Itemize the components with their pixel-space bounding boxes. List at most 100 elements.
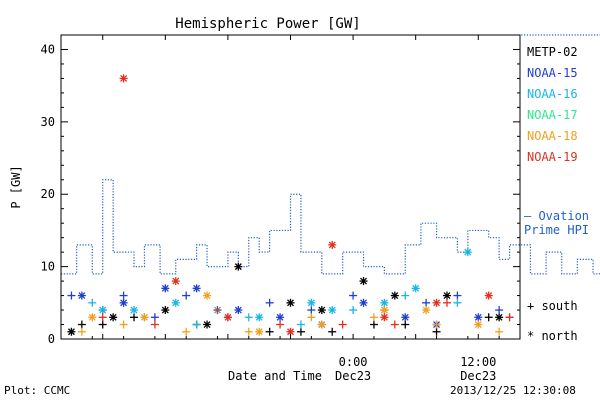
south-plus-marker (77, 327, 86, 336)
legend-entry: METP-02 (527, 45, 578, 59)
north-star-marker (130, 306, 139, 315)
north-star-marker (484, 291, 493, 300)
south-plus-marker (119, 291, 128, 300)
north-star-marker (401, 313, 410, 322)
marker-stroke (328, 306, 336, 314)
marker-stroke (78, 292, 86, 300)
marker-stroke (360, 277, 367, 285)
north-star-marker (67, 327, 76, 336)
marker-stroke (161, 284, 169, 292)
south-plus-marker (453, 298, 462, 307)
south-plus-marker (265, 327, 274, 336)
y-axis: 0 10 20 30 40 (41, 42, 520, 346)
marker-stroke (287, 299, 294, 307)
north-star-marker (432, 298, 441, 307)
legend-entry: NOAA-17 (527, 108, 578, 122)
north-star-marker (317, 306, 326, 315)
marker-stroke (67, 328, 75, 336)
marker-stroke (287, 328, 294, 336)
south-plus-marker (349, 306, 358, 315)
south-plus-marker (495, 327, 504, 336)
north-star-marker (359, 298, 368, 307)
north-star-marker (359, 277, 368, 286)
north-star-marker (203, 291, 212, 300)
south-plus-marker (192, 320, 201, 329)
south-plus-marker (401, 291, 410, 300)
north-star-marker (276, 313, 285, 322)
north-star-marker (390, 291, 399, 300)
south-plus-marker (328, 327, 337, 336)
north-star-marker (203, 320, 212, 329)
north-star-marker (77, 291, 86, 300)
chart-title: Hemispheric Power [GW] (175, 16, 360, 32)
north-star-marker (171, 277, 180, 286)
marker-stroke (464, 248, 472, 256)
marker-stroke (443, 292, 451, 300)
symbol-legend-entry: + south (527, 299, 578, 313)
south-plus-marker (182, 291, 191, 300)
south-plus-marker (244, 327, 253, 336)
x-tick-label: 0:00 (339, 355, 368, 369)
x-tick-label: 12:00 (460, 355, 496, 369)
south-plus-marker (213, 306, 222, 315)
marker-stroke (391, 292, 399, 300)
marker-stroke (172, 299, 180, 307)
south-plus-marker (150, 320, 159, 329)
north-star-marker (328, 240, 337, 249)
ovation-step-line (61, 34, 600, 275)
south-plus-marker (442, 298, 451, 307)
north-star-marker (328, 306, 337, 315)
legend-entry: NOAA-19 (527, 150, 578, 164)
south-plus-marker (401, 320, 410, 329)
south-plus-marker (98, 313, 107, 322)
south-plus-marker (338, 320, 347, 329)
marker-stroke (88, 313, 96, 321)
south-plus-marker (369, 313, 378, 322)
plot-timestamp: 2013/12/25 12:30:08 (450, 384, 576, 397)
south-plus-marker (296, 327, 305, 336)
south-plus-marker (244, 313, 253, 322)
marker-stroke (495, 313, 503, 321)
north-star-marker (286, 298, 295, 307)
north-star-marker (380, 298, 389, 307)
north-star-marker (422, 306, 431, 315)
north-star-marker (380, 313, 389, 322)
plot-frame (60, 34, 521, 340)
x-tick-date-label: Dec23 (460, 369, 496, 383)
north-star-marker (98, 306, 107, 315)
north-star-marker (119, 74, 128, 83)
south-plus-marker (307, 313, 316, 322)
north-star-marker (463, 248, 472, 257)
marker-stroke (328, 241, 336, 249)
north-star-marker (255, 313, 264, 322)
marker-stroke (140, 313, 148, 321)
y-tick-label: 10 (41, 260, 55, 274)
y-axis-label: P [GW] (9, 165, 23, 208)
south-plus-marker (422, 298, 431, 307)
marker-stroke (224, 313, 232, 321)
south-plus-marker (432, 327, 441, 336)
marker-stroke (161, 306, 169, 314)
ovation-line (61, 34, 600, 275)
marker-stroke (474, 313, 482, 321)
south-plus-marker (150, 313, 159, 322)
south-plus-marker (307, 306, 316, 315)
marker-stroke (234, 263, 242, 271)
marker-stroke (401, 313, 409, 321)
ovation-legend-label: – Ovation (524, 209, 589, 223)
marker-stroke (318, 306, 326, 314)
north-star-marker (474, 313, 483, 322)
marker-stroke (99, 306, 107, 314)
south-plus-marker (505, 313, 514, 322)
north-star-marker (161, 306, 170, 315)
north-star-marker (140, 313, 149, 322)
north-star-marker (474, 320, 483, 329)
ovation-legend-label: Prime HPI (524, 223, 589, 237)
north-star-marker (88, 313, 97, 322)
marker-stroke (255, 328, 263, 336)
legend: METP-02 NOAA-15 NOAA-16 NOAA-17 NOAA-18 NOAA-… (527, 45, 578, 164)
south-plus-marker (495, 306, 504, 315)
